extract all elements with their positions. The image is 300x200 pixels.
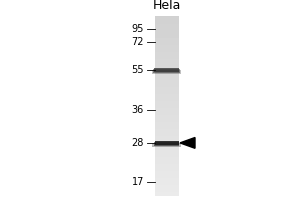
Text: 17: 17: [132, 177, 144, 187]
Bar: [153, 69, 180, 73]
Text: 72: 72: [131, 37, 144, 47]
Bar: [152, 70, 181, 74]
Bar: [154, 68, 179, 72]
Bar: [154, 141, 178, 145]
Bar: [154, 142, 179, 146]
Text: 28: 28: [132, 138, 144, 148]
Text: 95: 95: [132, 24, 144, 34]
Bar: [152, 143, 181, 147]
Text: 55: 55: [131, 65, 144, 75]
Polygon shape: [180, 138, 195, 148]
Text: 36: 36: [132, 105, 144, 115]
Text: Hela: Hela: [152, 0, 181, 12]
